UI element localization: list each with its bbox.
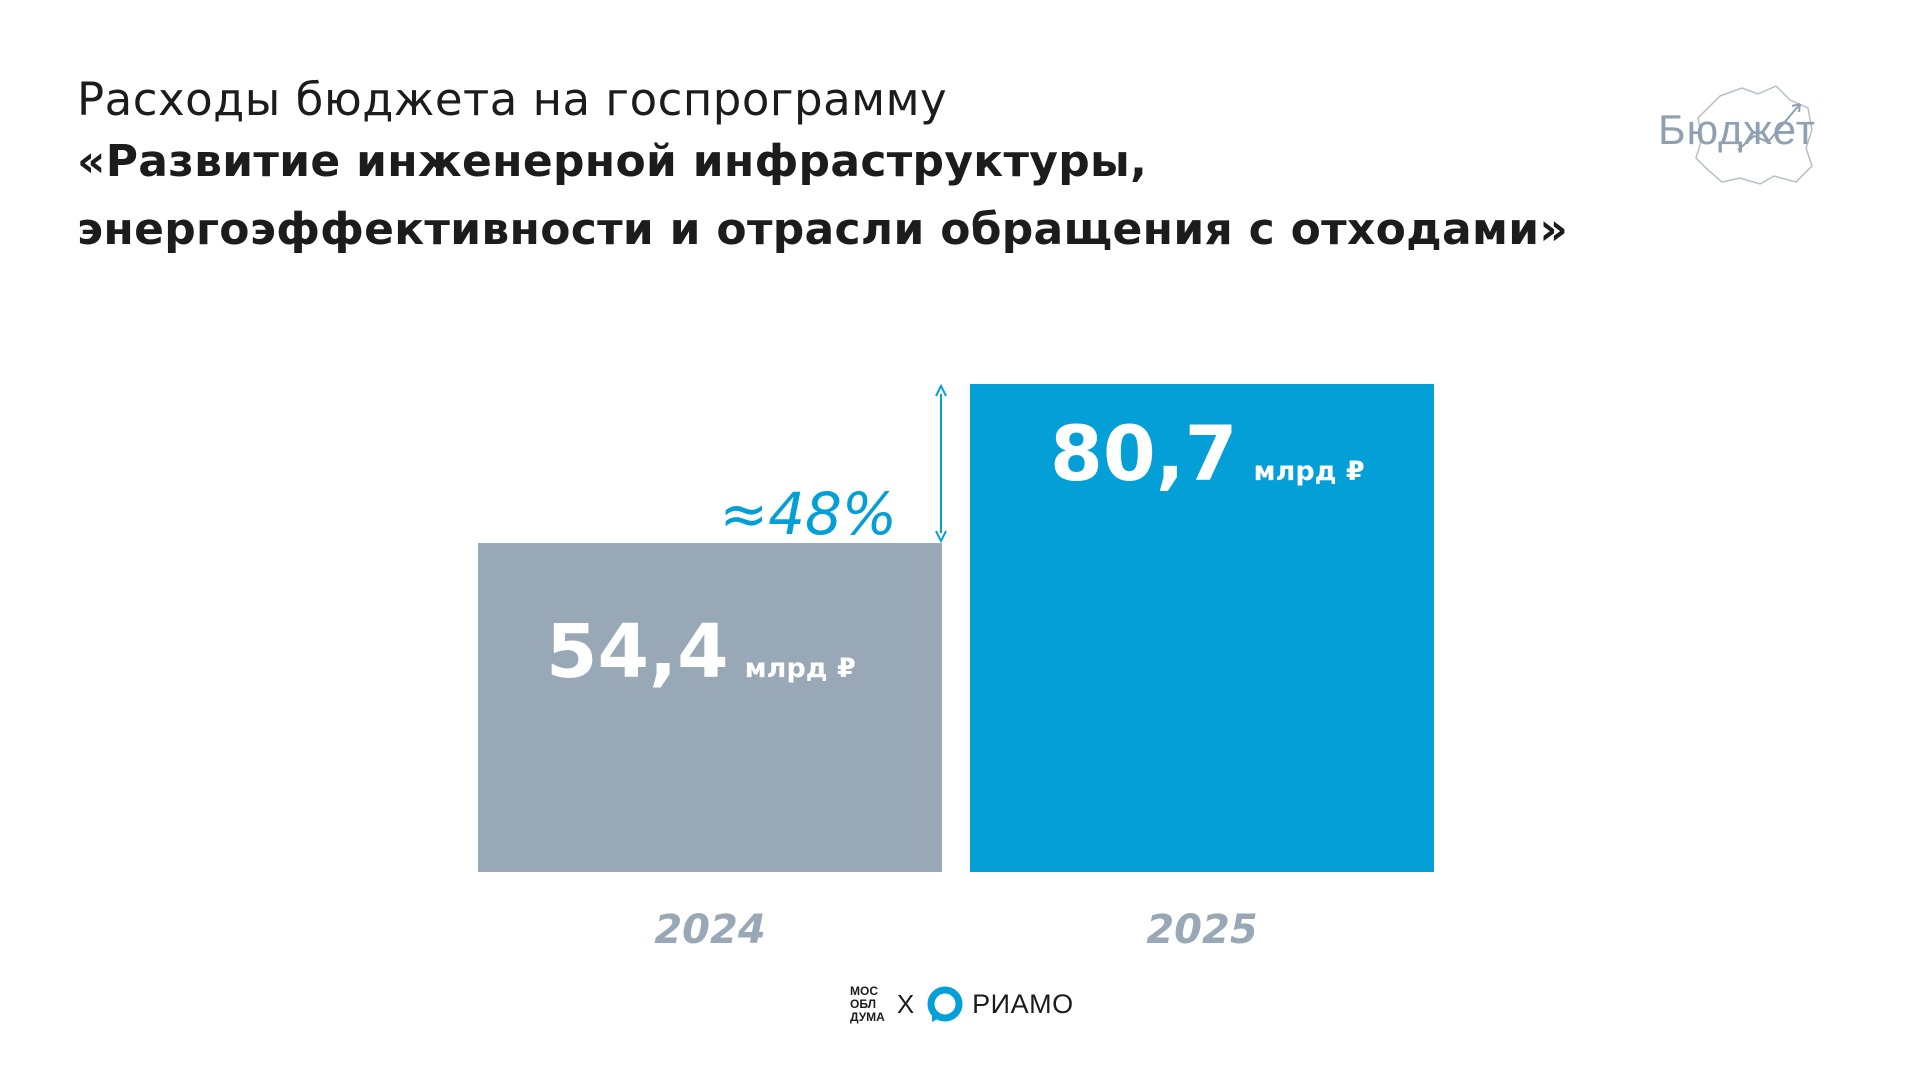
value-label: 80,7 млрд ₽ — [1050, 409, 1365, 498]
title-line-2: «Развитие инженерной инфраструктуры, — [77, 136, 1148, 187]
mosobladuma-logo: МОС ОБЛ ДУМА — [850, 983, 885, 1024]
bar-2025 — [970, 384, 1434, 872]
title-block: Расходы бюджета на госпрограмму «Развити… — [77, 72, 1568, 264]
title-line-3: энергоэффективности и отрасли обращения … — [77, 204, 1569, 255]
footer-logos: МОС ОБЛ ДУМА Х РИАМО — [850, 980, 1074, 1028]
x-tick-label: 2024 — [654, 907, 765, 953]
value-label: 54,4 млрд ₽ — [546, 609, 856, 695]
mosobladuma-logo-line: ОБЛ — [850, 996, 877, 1011]
x-tick-label: 2025 — [1146, 907, 1257, 953]
riamo-logo-text: РИАМО — [972, 988, 1074, 1019]
logo-separator: Х — [896, 988, 915, 1019]
difference-arrow-head-down — [935, 530, 947, 544]
budget-logo-text: Бюджет — [1658, 106, 1816, 153]
region-outline-icon — [1695, 85, 1813, 185]
bar-2024 — [478, 543, 942, 872]
growth-annotation: ≈48% — [719, 480, 897, 548]
budget-logo: Бюджет — [1650, 78, 1850, 188]
riamo-icon — [927, 986, 963, 1022]
title-line-1: Расходы бюджета на госпрограмму — [77, 73, 948, 126]
mosobladuma-logo-line: МОС — [850, 983, 878, 998]
mosobladuma-logo-line: ДУМА — [850, 1009, 885, 1024]
difference-arrow-head-up — [935, 383, 947, 397]
